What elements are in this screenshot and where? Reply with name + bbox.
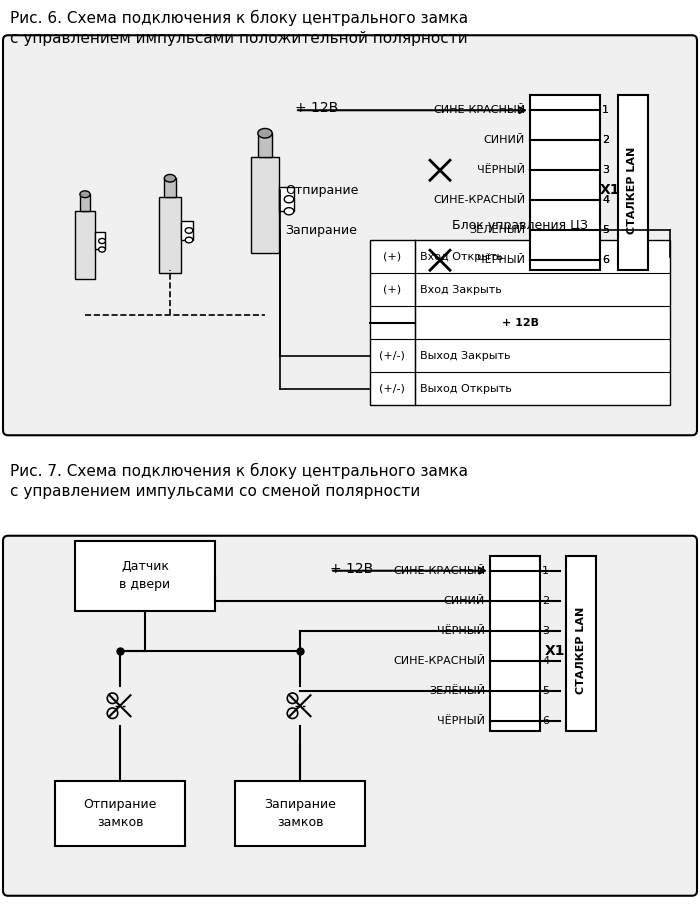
Text: + 12В: + 12В xyxy=(330,562,373,576)
Bar xyxy=(279,187,294,211)
Text: 6: 6 xyxy=(542,716,549,726)
Bar xyxy=(258,134,272,157)
Text: 3: 3 xyxy=(602,165,609,175)
Text: Вход Закрыть: Вход Закрыть xyxy=(420,285,502,295)
Text: (+): (+) xyxy=(383,285,401,295)
Text: Отпирание
замков: Отпирание замков xyxy=(83,798,157,829)
Bar xyxy=(75,211,95,279)
Text: 6: 6 xyxy=(602,255,609,265)
Text: 5: 5 xyxy=(542,686,549,695)
Text: Блок управления ЦЗ: Блок управления ЦЗ xyxy=(452,219,588,232)
Text: 3: 3 xyxy=(602,165,609,175)
Bar xyxy=(159,197,181,274)
Ellipse shape xyxy=(284,195,294,203)
Text: ЧЁРНЫЙ: ЧЁРНЫЙ xyxy=(477,255,525,265)
Text: Рис. 7. Схема подключения к блоку центрального замка
с управлением импульсами со: Рис. 7. Схема подключения к блоку центра… xyxy=(10,462,468,498)
Ellipse shape xyxy=(80,191,90,198)
Text: 5: 5 xyxy=(602,226,609,235)
Text: (+/-): (+/-) xyxy=(379,384,405,394)
FancyBboxPatch shape xyxy=(3,536,697,896)
Text: 4: 4 xyxy=(602,195,609,205)
Text: ЧЁРНЫЙ: ЧЁРНЫЙ xyxy=(437,625,485,635)
Text: Вход Открыть: Вход Открыть xyxy=(420,251,503,262)
Text: X1: X1 xyxy=(545,644,566,658)
Ellipse shape xyxy=(258,128,272,138)
Text: 5: 5 xyxy=(602,226,609,235)
Text: 2: 2 xyxy=(602,135,609,146)
Text: Выход Закрыть: Выход Закрыть xyxy=(420,351,510,361)
Bar xyxy=(618,95,648,270)
Ellipse shape xyxy=(186,237,192,243)
Text: ЧЁРНЫЙ: ЧЁРНЫЙ xyxy=(437,716,485,726)
Text: Запирание
замков: Запирание замков xyxy=(264,798,336,829)
Text: (+/-): (+/-) xyxy=(379,351,405,361)
Text: X1: X1 xyxy=(600,183,620,197)
Ellipse shape xyxy=(99,239,106,243)
Text: + 12В: + 12В xyxy=(501,318,538,328)
Text: Отпирание: Отпирание xyxy=(285,184,358,197)
Text: Выход Открыть: Выход Открыть xyxy=(420,384,512,394)
Text: Датчик
в двери: Датчик в двери xyxy=(120,560,171,591)
Bar xyxy=(181,221,193,240)
Text: 1: 1 xyxy=(602,105,609,115)
Text: 2: 2 xyxy=(602,135,609,146)
Text: СИНЕ-КРАСНЫЙ: СИНЕ-КРАСНЫЙ xyxy=(393,565,485,576)
Bar xyxy=(251,157,279,253)
Text: ЧЁРНЫЙ: ЧЁРНЫЙ xyxy=(477,165,525,175)
Bar xyxy=(164,179,176,197)
Text: (+): (+) xyxy=(383,251,401,262)
Bar xyxy=(235,781,365,845)
Text: СИНЕ-КРАСНЫЙ: СИНЕ-КРАСНЫЙ xyxy=(393,656,485,666)
Bar xyxy=(80,194,90,211)
Text: 4: 4 xyxy=(602,195,609,205)
Text: Рис. 6. Схема подключения к блоку центрального замка
с управлением импульсами по: Рис. 6. Схема подключения к блоку центра… xyxy=(10,10,468,46)
Bar xyxy=(490,555,540,730)
Text: Запирание: Запирание xyxy=(285,224,357,237)
Ellipse shape xyxy=(186,227,192,233)
Text: 1: 1 xyxy=(602,105,609,115)
Text: СИНЕ-КРАСНЫЙ: СИНЕ-КРАСНЫЙ xyxy=(433,105,525,115)
Ellipse shape xyxy=(99,247,106,252)
Ellipse shape xyxy=(284,207,294,215)
Text: 3: 3 xyxy=(542,625,549,635)
Text: СТАЛКЕР LAN: СТАЛКЕР LAN xyxy=(627,146,637,234)
Bar xyxy=(370,240,670,405)
Text: СТАЛКЕР LAN: СТАЛКЕР LAN xyxy=(576,607,586,694)
Bar xyxy=(55,781,185,845)
Bar xyxy=(75,541,215,611)
Text: СИНИЙ: СИНИЙ xyxy=(484,135,525,146)
Text: + 12В: + 12В xyxy=(295,101,338,115)
Bar xyxy=(530,95,600,270)
Text: 6: 6 xyxy=(602,255,609,265)
Text: СИНИЙ: СИНИЙ xyxy=(444,596,485,606)
Text: ЗЕЛЁНЫЙ: ЗЕЛЁНЫЙ xyxy=(469,226,525,235)
Text: СИНЕ-КРАСНЫЙ: СИНЕ-КРАСНЫЙ xyxy=(433,195,525,205)
Text: 1: 1 xyxy=(542,565,549,576)
Bar xyxy=(95,232,106,250)
Bar xyxy=(566,555,596,730)
FancyBboxPatch shape xyxy=(3,35,697,436)
Text: ЗЕЛЁНЫЙ: ЗЕЛЁНЫЙ xyxy=(429,686,485,695)
Ellipse shape xyxy=(164,174,176,182)
Text: 2: 2 xyxy=(542,596,549,606)
Text: 4: 4 xyxy=(542,656,549,666)
